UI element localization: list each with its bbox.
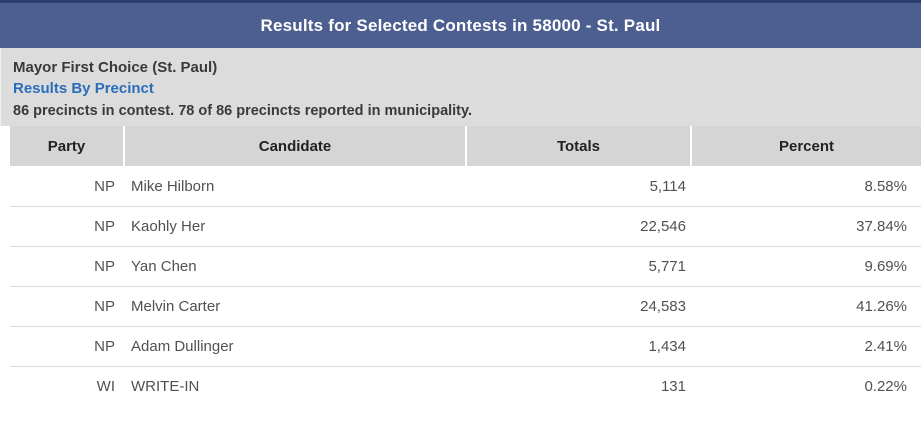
column-header-candidate: Candidate (123, 126, 465, 166)
party-cell: NP (94, 218, 115, 235)
totals-cell: 5,114 (649, 177, 686, 195)
table-row: WI WRITE-IN 131 0.22% (10, 366, 921, 406)
totals-cell: 131 (660, 378, 686, 395)
column-header-percent: Percent (690, 126, 921, 166)
totals-cell: 24,583 (640, 298, 686, 315)
page-title: Results for Selected Contests in 58000 -… (260, 15, 661, 35)
party-cell: NP (94, 298, 115, 315)
party-cell: NP (94, 177, 115, 195)
percent-cell: 37.84% (856, 218, 907, 235)
percent-cell: 8.58% (864, 177, 907, 195)
precincts-reported-status: 86 precincts in contest. 78 of 86 precin… (13, 103, 473, 119)
percent-cell: 2.41% (864, 338, 907, 355)
table-header-row: Party Candidate Totals Percent (10, 126, 921, 166)
totals-cell: 5,771 (648, 258, 686, 275)
table-row: NP Yan Chen 5,771 9.69% (10, 246, 921, 286)
contest-info-band: Mayor First Choice (St. Paul) Results By… (0, 48, 921, 126)
column-header-party: Party (47, 137, 86, 155)
results-table: Party Candidate Totals Percent NP Mike H… (10, 126, 921, 406)
party-cell: NP (94, 338, 115, 355)
page-header: Results for Selected Contests in 58000 -… (0, 0, 921, 48)
candidate-cell: Yan Chen (131, 258, 197, 275)
table-row: NP Melvin Carter 24,583 41.26% (10, 286, 921, 326)
party-cell: WI (96, 378, 115, 395)
totals-cell: 22,546 (640, 218, 686, 235)
table-row: NP Mike Hilborn 5,114 8.58% (10, 166, 921, 206)
candidate-cell: Mike Hilborn (131, 177, 215, 195)
results-by-precinct-link[interactable]: Results By Precinct (13, 80, 154, 97)
percent-cell: 9.69% (864, 258, 907, 275)
party-cell: NP (94, 258, 115, 275)
table-row: NP Kaohly Her 22,546 37.84% (10, 206, 921, 246)
candidate-cell: Adam Dullinger (131, 338, 234, 355)
candidate-cell: WRITE-IN (131, 378, 200, 395)
candidate-cell: Melvin Carter (131, 298, 221, 315)
percent-cell: 41.26% (856, 298, 907, 315)
column-header-totals: Totals (465, 126, 690, 166)
percent-cell: 0.22% (864, 378, 907, 395)
contest-title: Mayor First Choice (St. Paul) (13, 59, 218, 76)
table-row: NP Adam Dullinger 1,434 2.41% (10, 326, 921, 366)
totals-cell: 1,434 (648, 338, 686, 355)
candidate-cell: Kaohly Her (131, 218, 206, 235)
